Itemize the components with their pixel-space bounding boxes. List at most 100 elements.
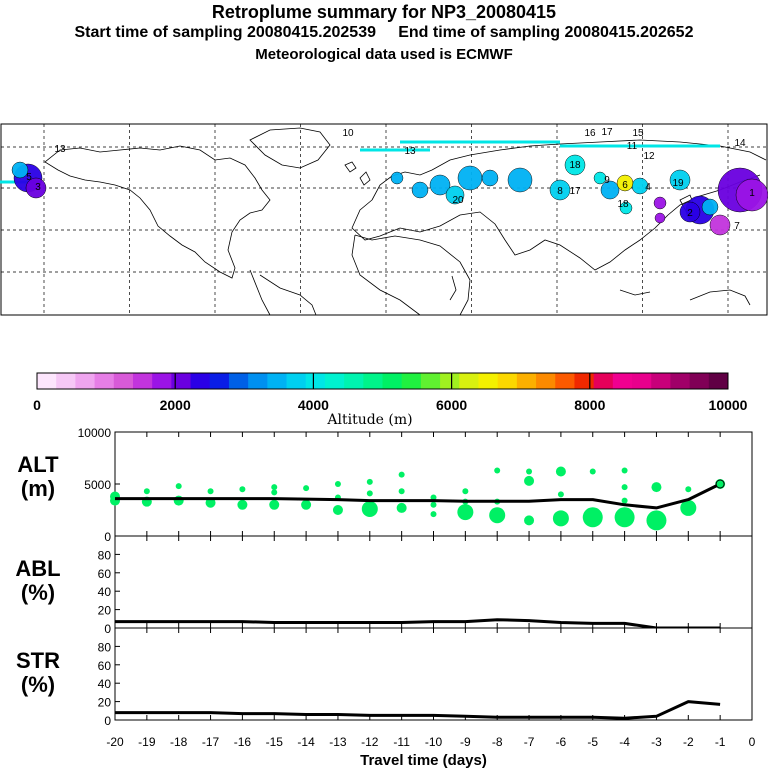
series-line-str — [115, 700, 721, 720]
series-line-alt — [115, 482, 721, 510]
map-plume-marker-16 — [481, 169, 499, 187]
alt-scatter-point-2 — [143, 488, 150, 495]
colorbar-swatch-12 — [267, 373, 288, 389]
map-plume-marker-20 — [616, 174, 634, 192]
alt-scatter-point-23 — [396, 502, 407, 513]
alt-scatter-point-22 — [398, 488, 405, 495]
met-data-line: Meteorological data used is ECMWF — [255, 46, 513, 63]
y-axis-label-str-1: (%) — [21, 672, 55, 697]
map-plume-label-22: 18 — [617, 199, 629, 210]
x-tick-label-9: -11 — [393, 735, 410, 749]
alt-scatter-point-4 — [175, 483, 182, 490]
x-tick-label-11: -9 — [460, 735, 471, 749]
colorbar-swatch-22 — [459, 373, 479, 389]
coast-north-america — [44, 145, 271, 279]
colorbar-swatch-15 — [324, 373, 345, 389]
colorbar-swatch-26 — [536, 373, 556, 389]
alt-scatter-point-11 — [271, 489, 278, 496]
alt-scatter-point-44 — [614, 507, 635, 528]
colorbar-swatch-33 — [670, 373, 691, 389]
map-plume-label-14: 9 — [604, 175, 610, 186]
alt-scatter-point-19 — [366, 490, 373, 497]
map-plume-marker-2 — [11, 161, 29, 179]
x-tick-label-18: -2 — [683, 735, 694, 749]
map-plume-marker-19 — [593, 171, 607, 185]
alt-scatter-point-8 — [239, 486, 246, 493]
colorbar-swatch-29 — [593, 373, 614, 389]
map-plume-label-8: 18 — [569, 160, 581, 171]
x-tick-label-16: -4 — [619, 735, 630, 749]
colorbar-tick-label-0: 0 — [33, 397, 41, 413]
colorbar-frame — [36, 372, 729, 390]
map-plume-label-20: 13 — [404, 146, 416, 157]
colorbar-swatch-21 — [440, 373, 460, 389]
colorbar-swatch-25 — [516, 373, 537, 389]
y-axis-label-str-0: STR — [16, 648, 60, 673]
colorbar-tick-label-4: 8000 — [574, 397, 605, 413]
coast-south-america — [249, 269, 317, 316]
alt-scatter-point-29 — [457, 504, 474, 521]
altitude-colorbar: 0 2000 4000 6000 8000 10000 Altitude (m) — [33, 372, 748, 428]
map-plume-label-21: 17 — [569, 186, 581, 197]
map-plume-label-16: 4 — [645, 182, 651, 193]
colorbar-swatch-14 — [305, 373, 326, 389]
alt-scatter-point-39 — [589, 468, 596, 475]
map-plume-marker-25 — [619, 201, 633, 215]
alt-scatter-point-18 — [366, 478, 373, 485]
map-plume-marker-23 — [701, 198, 719, 216]
world-map: 13 10 16 17 15 11 12 14 18 3 20 8 5 7 9 6 4 2 1 19 13 17 18 — [0, 123, 768, 316]
colorbar-axis-label: Altitude (m) — [326, 412, 412, 428]
map-plume-label-7: 14 — [734, 138, 746, 149]
map-plume-marker-6 — [709, 214, 731, 236]
colorbar-swatch-7 — [171, 373, 192, 389]
map-plume-marker-21 — [653, 196, 667, 210]
map-plume-label-10: 20 — [452, 195, 464, 206]
y-tick-label-alt-2: 0 — [104, 530, 111, 544]
colorbar-swatch-35 — [708, 373, 729, 389]
map-plume-label-11: 8 — [557, 186, 563, 197]
y-tick-label-abl-1: 60 — [98, 567, 112, 581]
x-tick-label-19: -1 — [715, 735, 726, 749]
alt-scatter-point-45 — [651, 482, 662, 493]
x-tick-label-3: -17 — [202, 735, 220, 749]
map-plume-marker-4 — [735, 178, 768, 212]
colorbar-swatch-32 — [651, 373, 671, 389]
map-plume-marker-22 — [679, 201, 701, 223]
alt-scatter-point-30 — [494, 467, 501, 474]
alt-scatter-point-34 — [524, 475, 535, 486]
alt-scatter-point-36 — [555, 466, 566, 477]
time-series-panels: 1000050000ALT(m)806040200ABL(%)806040200… — [15, 426, 755, 768]
alt-scatter-point-12 — [269, 499, 280, 510]
alt-scatter-point-42 — [621, 484, 628, 491]
map-plume-marker-18 — [390, 171, 404, 185]
colorbar-swatch-17 — [363, 373, 383, 389]
x-tick-label-14: -6 — [556, 735, 567, 749]
alt-scatter-point-48 — [680, 499, 697, 516]
x-tick-label-12: -8 — [492, 735, 503, 749]
x-axis-label: Travel time (days) — [360, 752, 487, 768]
colorbar-swatch-24 — [497, 373, 518, 389]
colorbar-tick-label-5: 10000 — [709, 397, 748, 413]
map-plume-label-0: 13 — [54, 144, 66, 155]
colorbar-swatch-27 — [555, 373, 575, 389]
coast-british-isles — [344, 161, 371, 186]
y-tick-label-alt-0: 10000 — [78, 426, 112, 440]
panel-frame-str — [114, 627, 753, 721]
x-tick-label-2: -18 — [170, 735, 188, 749]
colorbar-swatch-1 — [56, 373, 76, 389]
alt-scatter-point-46 — [646, 510, 667, 531]
colorbar-tick-label-2: 4000 — [298, 397, 329, 413]
map-plume-label-15: 6 — [622, 180, 628, 191]
y-tick-label-str-3: 20 — [98, 696, 112, 710]
colorbar-swatch-5 — [132, 373, 153, 389]
x-tick-label-15: -5 — [587, 735, 598, 749]
x-tick-label-7: -13 — [329, 735, 347, 749]
colorbar-swatch-16 — [344, 373, 364, 389]
y-tick-label-abl-0: 80 — [98, 548, 112, 562]
map-plume-marker-7 — [457, 165, 483, 191]
map-plume-label-3: 17 — [601, 127, 613, 138]
panel-frame-abl — [114, 535, 753, 629]
alt-scatter-point-20 — [361, 500, 378, 517]
